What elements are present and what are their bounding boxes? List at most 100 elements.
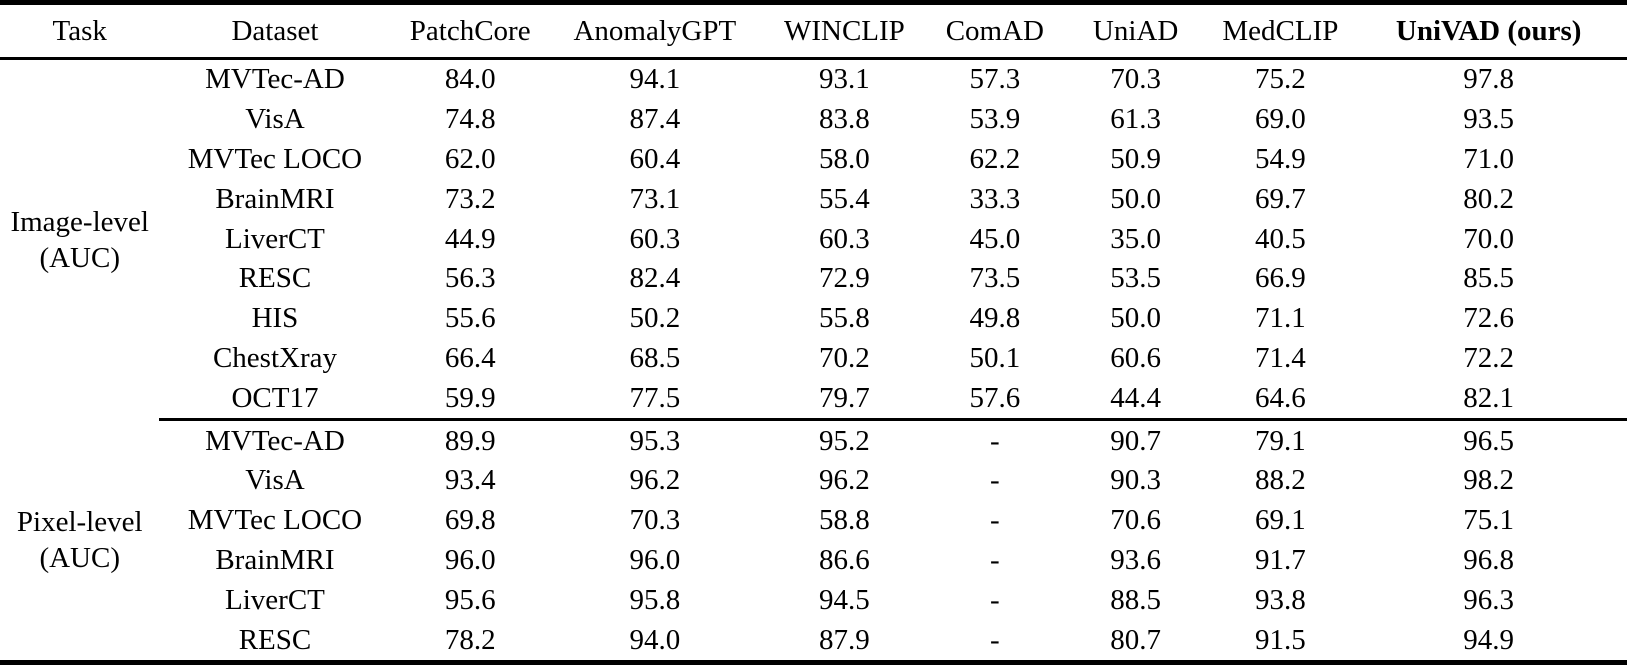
table-row: ChestXray 66.4 68.5 70.2 50.1 60.6 71.4 72.2 <box>0 339 1627 379</box>
column-header-medclip: MedCLIP <box>1210 2 1351 60</box>
value-cell: 86.6 <box>819 543 870 576</box>
value-cell: 45.0 <box>969 222 1021 255</box>
value-cell: 60.6 <box>1110 341 1161 374</box>
value-cell: 71.0 <box>1463 142 1515 175</box>
table-row: MVTec LOCO 69.8 70.3 58.8 - 70.6 69.1 75.1 <box>0 501 1627 541</box>
value-cell: 71.4 <box>1255 341 1306 374</box>
table-row: VisA 93.4 96.2 96.2 - 90.3 88.2 98.2 <box>0 461 1627 501</box>
value-cell: 70.3 <box>1110 63 1161 96</box>
value-cell: 95.6 <box>444 583 496 616</box>
dataset-cell: HIS <box>251 302 299 335</box>
value-cell: 64.6 <box>1210 378 1351 422</box>
column-header-univad-ours: UniVAD (ours) <box>1350 2 1627 60</box>
value-cell: 96.0 <box>444 543 496 576</box>
header-row: Task Dataset PatchCore AnomalyGPT WINCLIP Com… <box>0 2 1627 60</box>
value-cell: 79.1 <box>1255 424 1306 457</box>
value-cell: 66.9 <box>1255 262 1306 295</box>
task-label-line: Image-level <box>10 205 149 238</box>
value-cell: 50.0 <box>1110 182 1161 215</box>
value-cell: 60.3 <box>819 222 870 255</box>
value-cell: 50.2 <box>629 302 681 335</box>
value-cell: 94.5 <box>819 583 870 616</box>
dataset-cell: MVTec-AD <box>205 424 345 457</box>
value-cell: 87.9 <box>819 623 870 656</box>
dataset-cell: MVTec LOCO <box>187 142 363 175</box>
table-row: RESC 78.2 94.0 87.9 - 80.7 91.5 94.9 <box>0 620 1627 662</box>
value-cell: 62.2 <box>969 142 1021 175</box>
value-cell: 88.5 <box>1110 583 1161 616</box>
value-cell: 55.8 <box>819 302 870 335</box>
value-cell: 44.9 <box>444 222 496 255</box>
value-cell: 96.8 <box>1463 543 1515 576</box>
value-cell: 57.6 <box>928 378 1061 422</box>
value-cell: 96.3 <box>1463 583 1515 616</box>
value-cell: 50.0 <box>1110 302 1161 335</box>
column-header-anomalygpt: AnomalyGPT <box>549 2 760 60</box>
value-cell: 71.1 <box>1255 302 1306 335</box>
value-cell: 55.6 <box>444 302 496 335</box>
value-cell: 78.2 <box>444 623 496 656</box>
value-cell: 80.7 <box>1110 623 1161 656</box>
value-cell: 77.5 <box>549 378 760 422</box>
value-cell: 88.2 <box>1255 464 1306 497</box>
value-cell: 95.8 <box>629 583 681 616</box>
table-row: VisA 74.8 87.4 83.8 53.9 61.3 69.0 93.5 <box>0 100 1627 140</box>
value-cell: 44.4 <box>1060 378 1211 422</box>
task-label-line: (AUC) <box>39 541 120 574</box>
table-row: Image-level (AUC) MVTec-AD 84.0 94.1 93.1 57.3… <box>0 59 1627 273</box>
value-cell: 91.7 <box>1255 543 1306 576</box>
value-cell: 53.5 <box>1110 262 1161 295</box>
value-cell: 75.2 <box>1255 63 1306 96</box>
value-cell: 62.0 <box>444 142 496 175</box>
value-cell: - <box>990 504 1000 537</box>
column-header-task: Task <box>0 2 160 60</box>
value-cell: 80.2 <box>1463 182 1515 215</box>
dataset-cell: LiverCT <box>225 583 325 616</box>
table-row: HIS 55.6 50.2 55.8 49.8 50.0 71.1 72.6 <box>0 299 1627 339</box>
value-cell: - <box>990 583 1000 616</box>
value-cell: 96.2 <box>819 464 870 497</box>
value-cell: 73.5 <box>969 262 1021 295</box>
value-cell: 69.7 <box>1255 182 1306 215</box>
value-cell: 70.2 <box>819 341 870 374</box>
value-cell: 82.1 <box>1350 378 1627 422</box>
value-cell: 97.8 <box>1463 63 1515 96</box>
value-cell: - <box>990 464 1000 497</box>
value-cell: 95.3 <box>629 424 681 457</box>
value-cell: 74.8 <box>444 103 496 136</box>
column-header-uniad: UniAD <box>1060 2 1211 60</box>
value-cell: 93.4 <box>444 464 496 497</box>
dataset-cell: RESC <box>238 623 312 656</box>
value-cell: 59.9 <box>390 378 550 422</box>
value-cell: 33.3 <box>969 182 1021 215</box>
value-cell: 57.3 <box>969 63 1021 96</box>
value-cell: 87.4 <box>629 103 681 136</box>
value-cell: 58.0 <box>819 142 870 175</box>
value-cell: 82.4 <box>629 262 681 295</box>
value-cell: 61.3 <box>1110 103 1161 136</box>
table-row: MVTec LOCO 62.0 60.4 58.0 62.2 50.9 54.9 71.0 <box>0 140 1627 180</box>
value-cell: 35.0 <box>1110 222 1161 255</box>
task-group-label: Image-level (AUC) <box>0 59 159 420</box>
value-cell: 68.5 <box>629 341 681 374</box>
dataset-cell: VisA <box>245 464 305 497</box>
value-cell: 93.5 <box>1463 103 1515 136</box>
value-cell: 40.5 <box>1255 222 1306 255</box>
value-cell: - <box>990 623 1000 656</box>
value-cell: 94.0 <box>629 623 681 656</box>
value-cell: - <box>990 424 1000 457</box>
value-cell: 69.0 <box>1255 103 1306 136</box>
value-cell: 53.9 <box>969 103 1021 136</box>
value-cell: 55.4 <box>819 182 870 215</box>
table-row: OCT17 59.9 77.5 79.7 57.6 44.4 64.6 82.1 <box>0 378 1627 422</box>
dataset-cell: VisA <box>245 103 305 136</box>
value-cell: 96.2 <box>629 464 681 497</box>
value-cell: 83.8 <box>819 103 870 136</box>
value-cell: 54.9 <box>1255 142 1306 175</box>
value-cell: 56.3 <box>444 262 496 295</box>
value-cell: 72.2 <box>1463 341 1515 374</box>
value-cell: 72.6 <box>1463 302 1515 335</box>
column-header-dataset: Dataset <box>159 2 391 60</box>
value-cell: 95.2 <box>819 424 870 457</box>
